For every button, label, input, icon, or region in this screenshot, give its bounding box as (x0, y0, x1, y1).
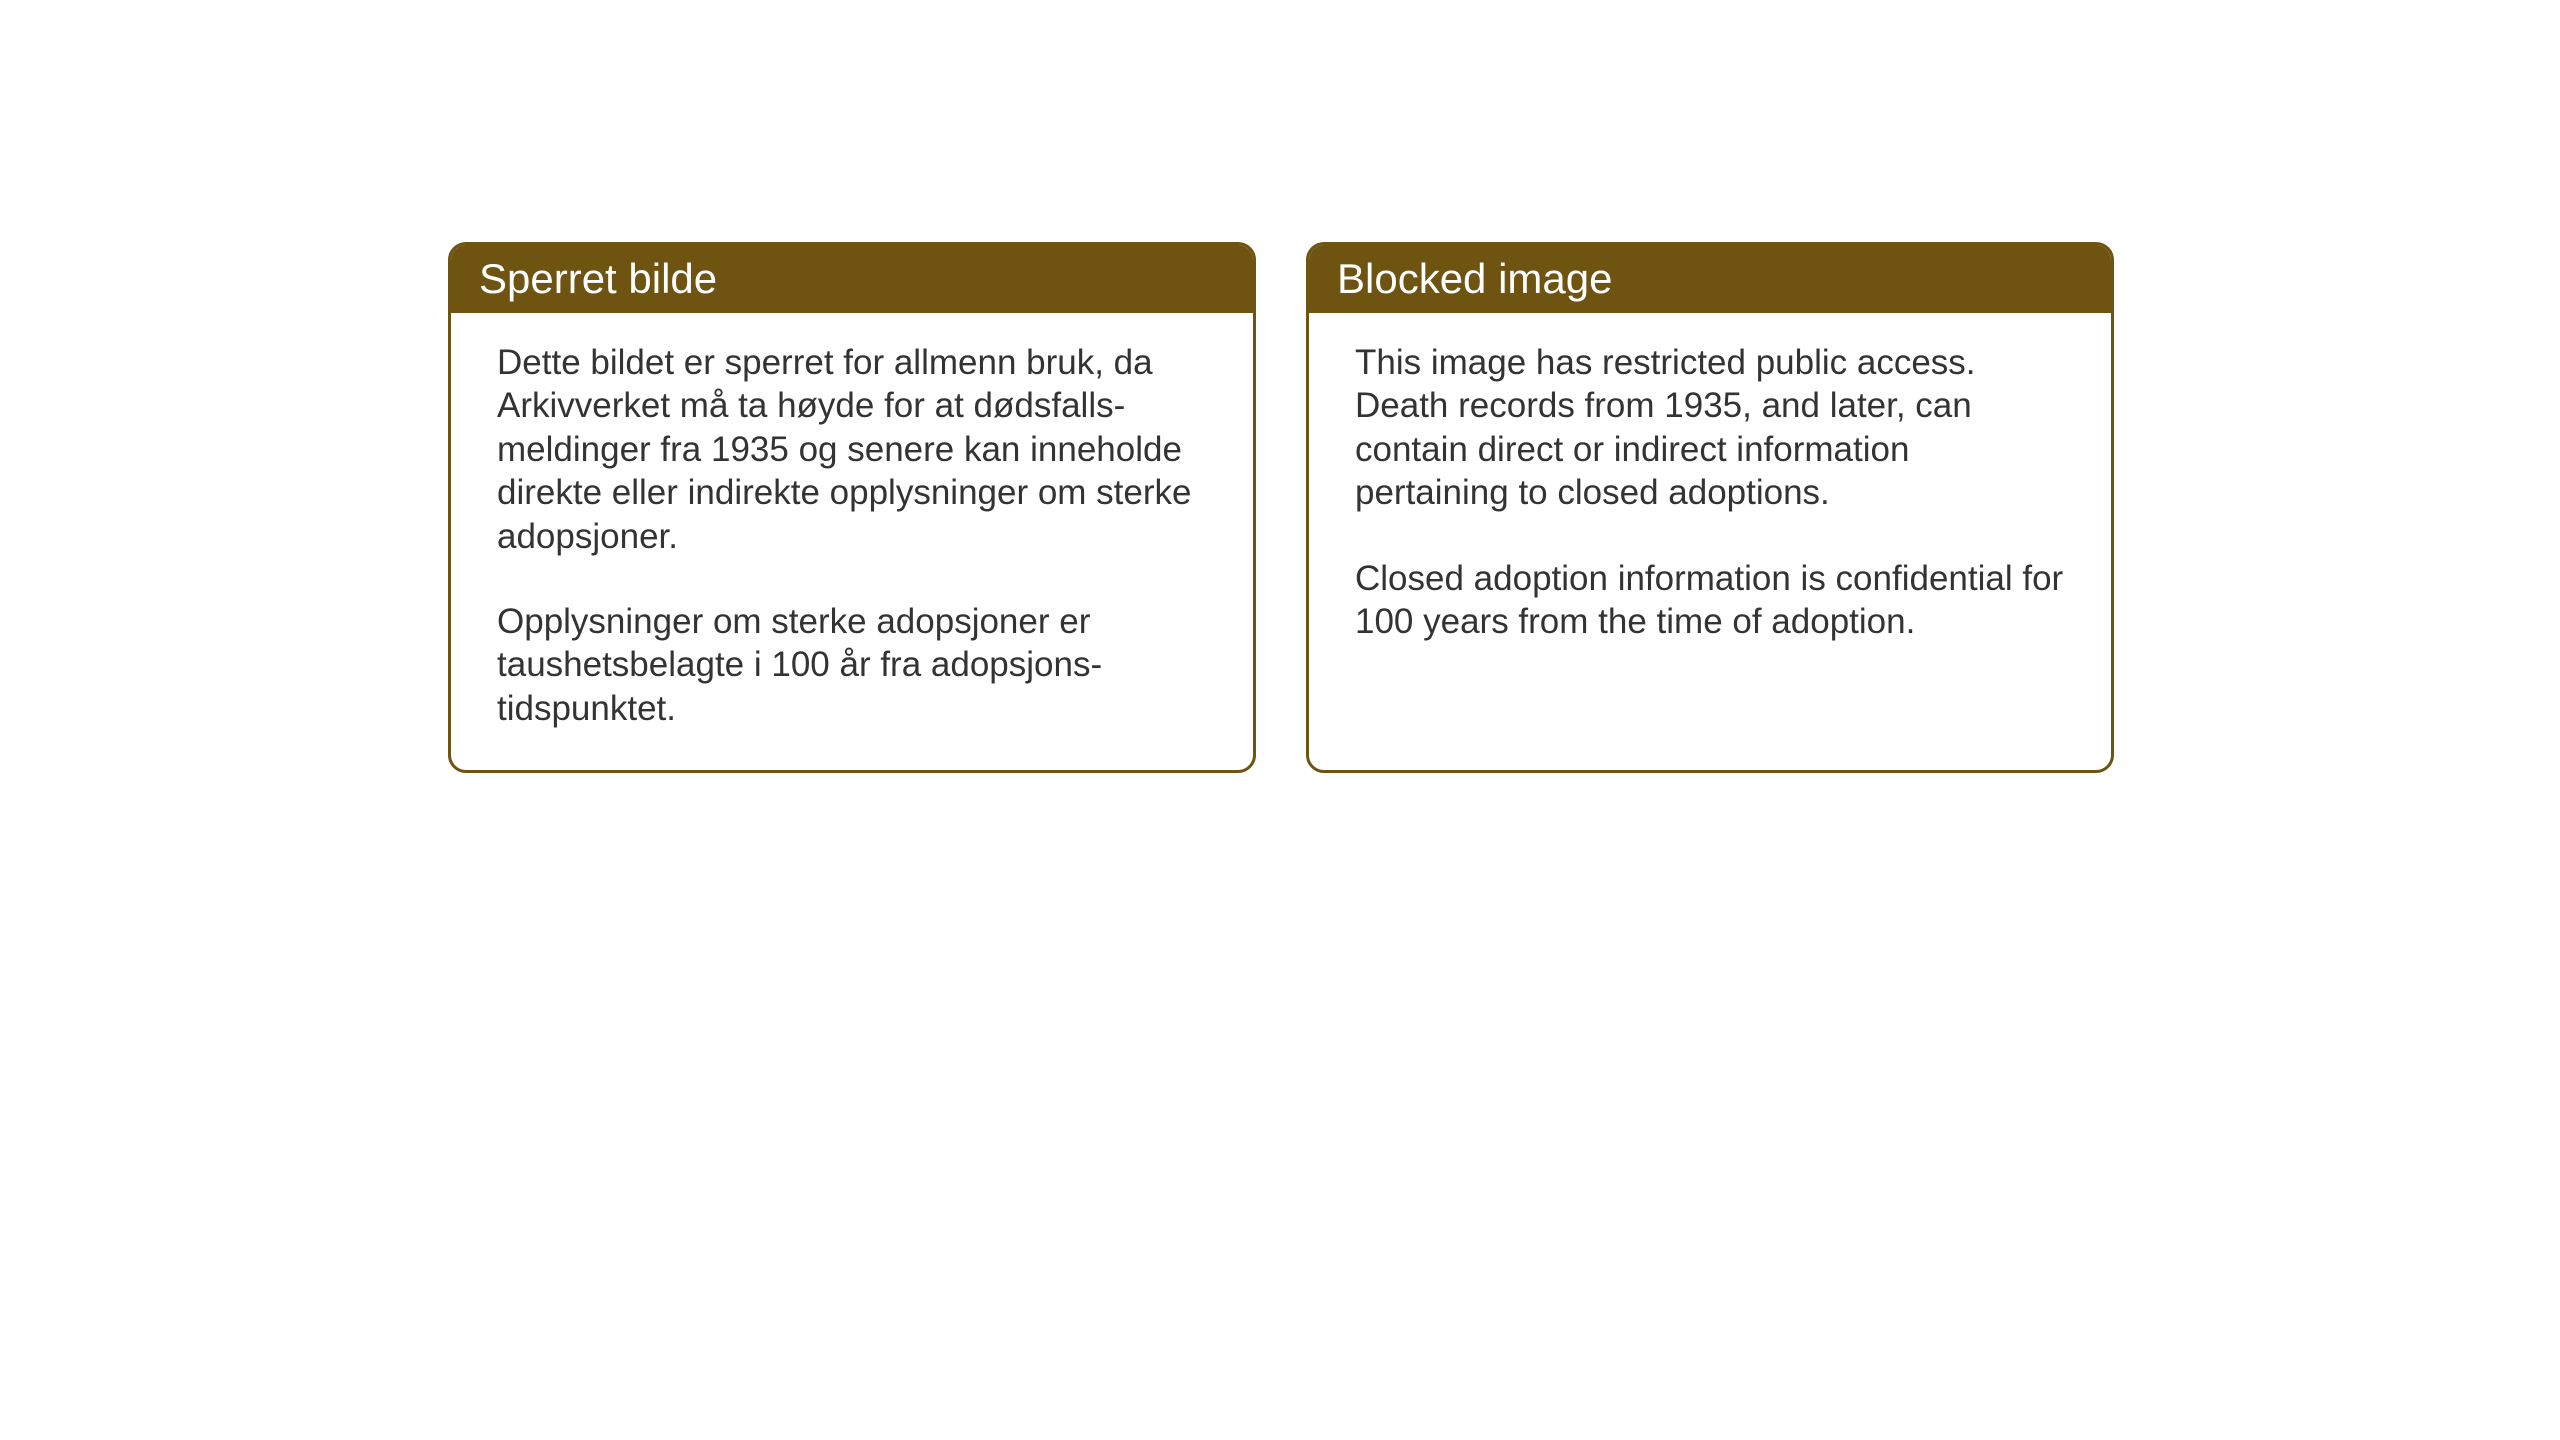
card-title-norwegian: Sperret bilde (479, 255, 717, 302)
card-header-english: Blocked image (1309, 245, 2111, 313)
notice-card-norwegian: Sperret bilde Dette bildet er sperret fo… (448, 242, 1256, 773)
card-body-english: This image has restricted public access.… (1309, 313, 2111, 731)
para1-english: This image has restricted public access.… (1355, 341, 2065, 515)
notice-container: Sperret bilde Dette bildet er sperret fo… (448, 242, 2114, 773)
card-header-norwegian: Sperret bilde (451, 245, 1253, 313)
para2-english: Closed adoption information is confident… (1355, 557, 2065, 644)
card-title-english: Blocked image (1337, 255, 1612, 302)
notice-card-english: Blocked image This image has restricted … (1306, 242, 2114, 773)
card-body-norwegian: Dette bildet er sperret for allmenn bruk… (451, 313, 1253, 770)
para2-norwegian: Opplysninger om sterke adopsjoner er tau… (497, 600, 1207, 730)
para1-norwegian: Dette bildet er sperret for allmenn bruk… (497, 341, 1207, 558)
